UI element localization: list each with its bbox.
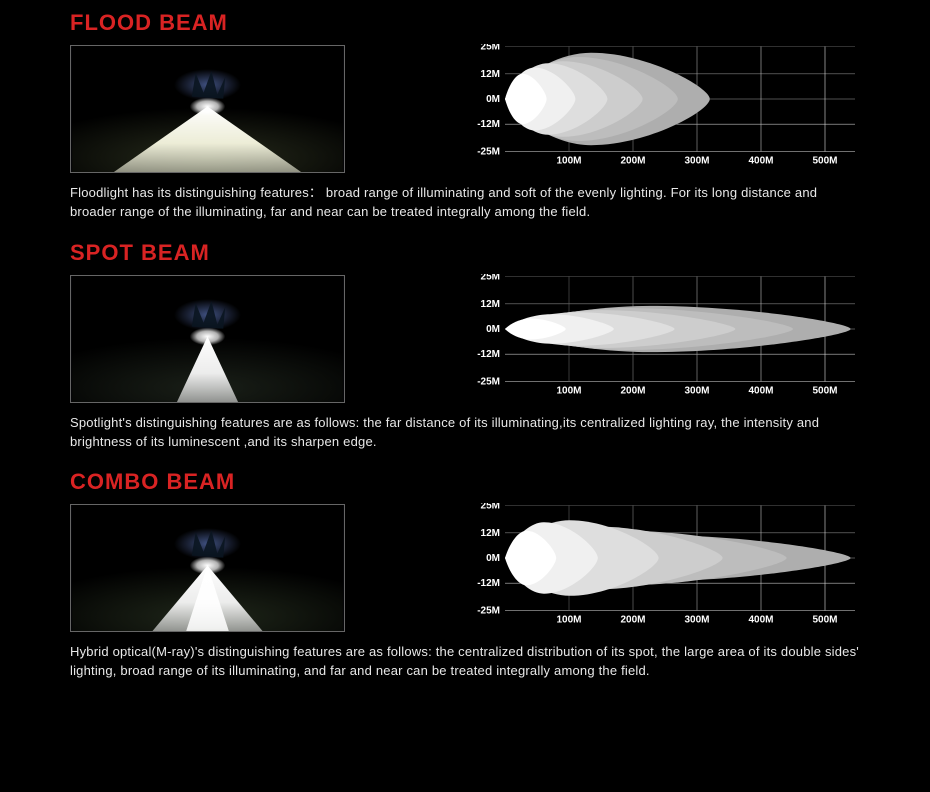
svg-text:0M: 0M (486, 94, 500, 105)
svg-text:-12M: -12M (477, 119, 500, 130)
photo-combo (70, 504, 345, 632)
svg-text:400M: 400M (748, 156, 773, 167)
svg-text:25M: 25M (481, 44, 500, 53)
svg-text:12M: 12M (481, 69, 500, 80)
photo-spot (70, 275, 345, 403)
svg-text:-25M: -25M (477, 147, 500, 158)
svg-text:-12M: -12M (477, 349, 500, 360)
description-spot: Spotlight's distinguishing features are … (70, 414, 860, 452)
svg-text:-25M: -25M (477, 376, 500, 387)
svg-text:100M: 100M (556, 385, 581, 396)
title-flood: FLOOD BEAM (70, 10, 860, 36)
photo-flood (70, 45, 345, 173)
title-combo: COMBO BEAM (70, 469, 860, 495)
beam-chart-spot: 25M 12M 0M -12M -25M 100M 200M 300M 400M 500M (465, 274, 860, 404)
description-combo: Hybrid optical(M-ray)'s distinguishing f… (70, 643, 860, 681)
section-flood: FLOOD BEAM 25M 12M 0M -12M -25M (0, 10, 930, 222)
beam-chart-flood: 25M 12M 0M -12M -25M 100M 200M 300M 400M 500M (465, 44, 860, 174)
svg-text:12M: 12M (481, 298, 500, 309)
section-spot: SPOT BEAM 25M12M0M-12M-25M1 (0, 240, 930, 452)
row-flood: 25M 12M 0M -12M -25M 100M 200M 300M 400M 500M (70, 44, 860, 174)
svg-text:200M: 200M (620, 385, 645, 396)
svg-text:0M: 0M (486, 553, 500, 564)
svg-text:200M: 200M (620, 156, 645, 167)
svg-text:100M: 100M (556, 156, 581, 167)
svg-text:-12M: -12M (477, 579, 500, 590)
svg-text:-25M: -25M (477, 606, 500, 617)
svg-text:500M: 500M (812, 156, 837, 167)
description-flood: Floodlight has its distinguishing featur… (70, 184, 860, 222)
svg-text:200M: 200M (620, 615, 645, 626)
svg-text:12M: 12M (481, 528, 500, 539)
svg-text:400M: 400M (748, 385, 773, 396)
section-combo: COMBO BEAM 25M 12M 0M -12M -25M (0, 469, 930, 681)
svg-text:25M: 25M (481, 503, 500, 512)
beam-chart-combo: 25M 12M 0M -12M -25M 100M 200M 300M 400M 500M (465, 503, 860, 633)
title-spot: SPOT BEAM (70, 240, 860, 266)
svg-text:25M: 25M (481, 274, 500, 283)
row-combo: 25M 12M 0M -12M -25M 100M 200M 300M 400M 500M (70, 503, 860, 633)
svg-text:300M: 300M (684, 156, 709, 167)
svg-text:0M: 0M (486, 324, 500, 335)
svg-text:500M: 500M (812, 615, 837, 626)
svg-text:500M: 500M (812, 385, 837, 396)
svg-text:100M: 100M (556, 615, 581, 626)
row-spot: 25M 12M 0M -12M -25M 100M 200M 300M 400M 500M (70, 274, 860, 404)
svg-text:300M: 300M (684, 615, 709, 626)
svg-text:400M: 400M (748, 615, 773, 626)
svg-text:300M: 300M (684, 385, 709, 396)
